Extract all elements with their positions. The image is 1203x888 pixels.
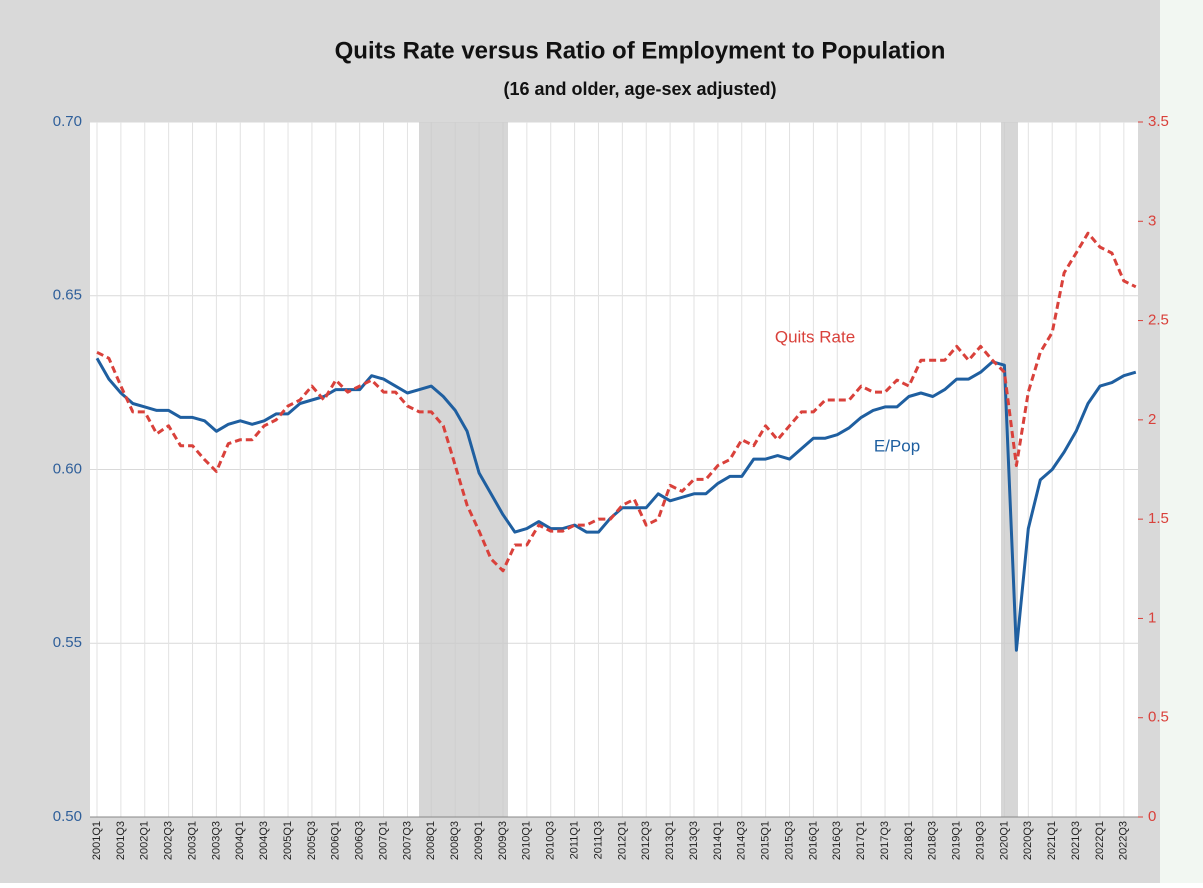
series-line — [95, 357, 1137, 652]
y-tick-label: 0.60 — [53, 460, 82, 477]
x-tick-label: 2021Q1 — [1046, 821, 1058, 860]
series-annotation: E/Pop — [874, 436, 920, 455]
x-tick-label: 2007Q1 — [377, 821, 389, 860]
x-tick-label: 2022Q1 — [1094, 821, 1106, 860]
x-tick-label: 2008Q1 — [425, 821, 437, 860]
y-tick-label: 0.70 — [53, 113, 82, 130]
x-tick-label: 2006Q3 — [354, 821, 366, 860]
x-tick-label: 2003Q1 — [186, 821, 198, 860]
x-tick-label: 2010Q1 — [521, 821, 533, 860]
x-tick-label: 2004Q3 — [258, 821, 270, 860]
x-tick-label: 2012Q1 — [616, 821, 628, 860]
x-tick-label: 2018Q1 — [903, 821, 915, 860]
y2-tick-label: 1 — [1148, 609, 1156, 626]
recession-shade — [419, 122, 508, 817]
y2-tick-label: 0.5 — [1148, 709, 1169, 726]
x-tick-label: 2005Q1 — [282, 821, 294, 860]
x-tick-label: 2009Q3 — [497, 821, 509, 860]
x-tick-label: 2020Q1 — [998, 821, 1010, 860]
y-tick-label: 0.55 — [53, 634, 82, 651]
y2-tick-label: 3 — [1148, 212, 1156, 229]
chart-title: Quits Rate versus Ratio of Employment to… — [335, 37, 946, 64]
y2-tick-label: 3.5 — [1148, 113, 1169, 130]
x-tick-label: 2016Q3 — [831, 821, 843, 860]
x-tick-label: 2008Q3 — [449, 821, 461, 860]
x-tick-label: 2021Q3 — [1070, 821, 1082, 860]
series-annotation: Quits Rate — [775, 327, 855, 346]
chart-subtitle: (16 and older, age-sex adjusted) — [503, 79, 776, 99]
x-tick-label: 2013Q3 — [688, 821, 700, 860]
x-tick-label: 2015Q3 — [783, 821, 795, 860]
x-tick-label: 2017Q3 — [879, 821, 891, 860]
x-tick-label: 2018Q3 — [927, 821, 939, 860]
y2-tick-label: 2 — [1148, 411, 1156, 428]
x-tick-label: 2022Q3 — [1118, 821, 1130, 860]
x-tick-label: 2015Q1 — [760, 821, 772, 860]
x-tick-label: 2014Q3 — [736, 821, 748, 860]
x-tick-label: 2020Q3 — [1022, 821, 1034, 860]
y2-tick-label: 1.5 — [1148, 510, 1169, 527]
x-tick-label: 2004Q1 — [234, 821, 246, 860]
y2-tick-label: 0 — [1148, 808, 1156, 825]
y-tick-label: 0.65 — [53, 287, 82, 304]
y2-tick-label: 2.5 — [1148, 312, 1169, 329]
x-tick-label: 2009Q1 — [473, 821, 485, 860]
x-tick-label: 2005Q3 — [306, 821, 318, 860]
x-tick-label: 2013Q1 — [664, 821, 676, 860]
x-tick-label: 2007Q3 — [401, 821, 413, 860]
side-panel — [1160, 0, 1203, 883]
x-tick-label: 2019Q3 — [974, 821, 986, 860]
x-tick-label: 2010Q3 — [545, 821, 557, 860]
x-tick-label: 2011Q1 — [569, 821, 581, 859]
x-tick-label: 2019Q1 — [951, 821, 963, 860]
x-tick-label: 2001Q1 — [91, 821, 103, 860]
x-tick-label: 2011Q3 — [592, 821, 604, 859]
x-tick-label: 2002Q3 — [163, 821, 175, 860]
x-tick-label: 2017Q1 — [855, 821, 867, 860]
x-tick-label: 2002Q1 — [139, 821, 151, 860]
x-tick-label: 2014Q1 — [712, 821, 724, 860]
x-tick-label: 2016Q1 — [807, 821, 819, 860]
x-tick-label: 2001Q3 — [115, 821, 127, 860]
x-tick-label: 2006Q1 — [330, 821, 342, 860]
grid — [90, 121, 1138, 818]
x-tick-label: 2012Q3 — [640, 821, 652, 860]
x-tick-label: 2003Q3 — [210, 821, 222, 860]
y-tick-label: 0.50 — [53, 808, 82, 825]
